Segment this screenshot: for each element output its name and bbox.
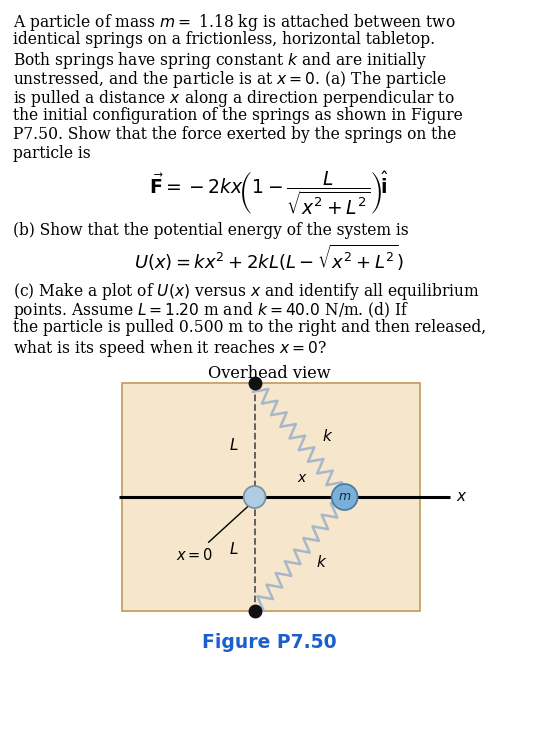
Circle shape xyxy=(331,484,358,510)
Text: the initial configuration of the springs as shown in Figure: the initial configuration of the springs… xyxy=(13,107,463,124)
Text: Figure P7.50: Figure P7.50 xyxy=(202,633,336,652)
Text: $x = 0$: $x = 0$ xyxy=(176,505,250,563)
Text: $k$: $k$ xyxy=(322,428,333,444)
Text: $\vec{\mathbf{F}} = -2kx\!\left(1 - \dfrac{L}{\sqrt{x^2 + L^2}}\right)\!\hat{\ma: $\vec{\mathbf{F}} = -2kx\!\left(1 - \dfr… xyxy=(149,170,389,217)
Text: $x$: $x$ xyxy=(298,471,308,485)
Text: $U(x) = kx^2 + 2kL(L - \sqrt{x^2 + L^2})$: $U(x) = kx^2 + 2kL(L - \sqrt{x^2 + L^2})… xyxy=(134,243,404,273)
Circle shape xyxy=(244,486,266,508)
Text: is pulled a distance $x$ along a direction perpendicular to: is pulled a distance $x$ along a directi… xyxy=(13,88,455,109)
Text: $m$: $m$ xyxy=(338,491,351,504)
Text: points. Assume $L = 1.20$ m and $k = 40.0$ N/m. (d) If: points. Assume $L = 1.20$ m and $k = 40.… xyxy=(13,300,409,321)
Text: the particle is pulled 0.500 m to the right and then released,: the particle is pulled 0.500 m to the ri… xyxy=(13,319,486,336)
Text: unstressed, and the particle is at $x = 0$. (a) The particle: unstressed, and the particle is at $x = … xyxy=(13,69,447,90)
Bar xyxy=(122,383,420,611)
Text: Overhead view: Overhead view xyxy=(208,365,330,382)
Text: P7.50. Show that the force exerted by the springs on the: P7.50. Show that the force exerted by th… xyxy=(13,126,456,143)
Text: particle is: particle is xyxy=(13,145,90,162)
Text: $x$: $x$ xyxy=(456,490,468,504)
Text: (c) Make a plot of $U(x)$ versus $x$ and identify all equilibrium: (c) Make a plot of $U(x)$ versus $x$ and… xyxy=(13,281,480,302)
Text: (b) Show that the potential energy of the system is: (b) Show that the potential energy of th… xyxy=(13,222,409,239)
Text: $L$: $L$ xyxy=(229,436,239,452)
Text: $L$: $L$ xyxy=(229,542,239,558)
Text: Both springs have spring constant $k$ and are initially: Both springs have spring constant $k$ an… xyxy=(13,50,427,71)
Text: $k$: $k$ xyxy=(316,554,327,570)
Text: what is its speed when it reaches $x = 0$?: what is its speed when it reaches $x = 0… xyxy=(13,338,327,359)
Text: identical springs on a frictionless, horizontal tabletop.: identical springs on a frictionless, hor… xyxy=(13,31,435,48)
Text: A particle of mass $m = $ 1.18 kg is attached between two: A particle of mass $m = $ 1.18 kg is att… xyxy=(13,12,456,33)
